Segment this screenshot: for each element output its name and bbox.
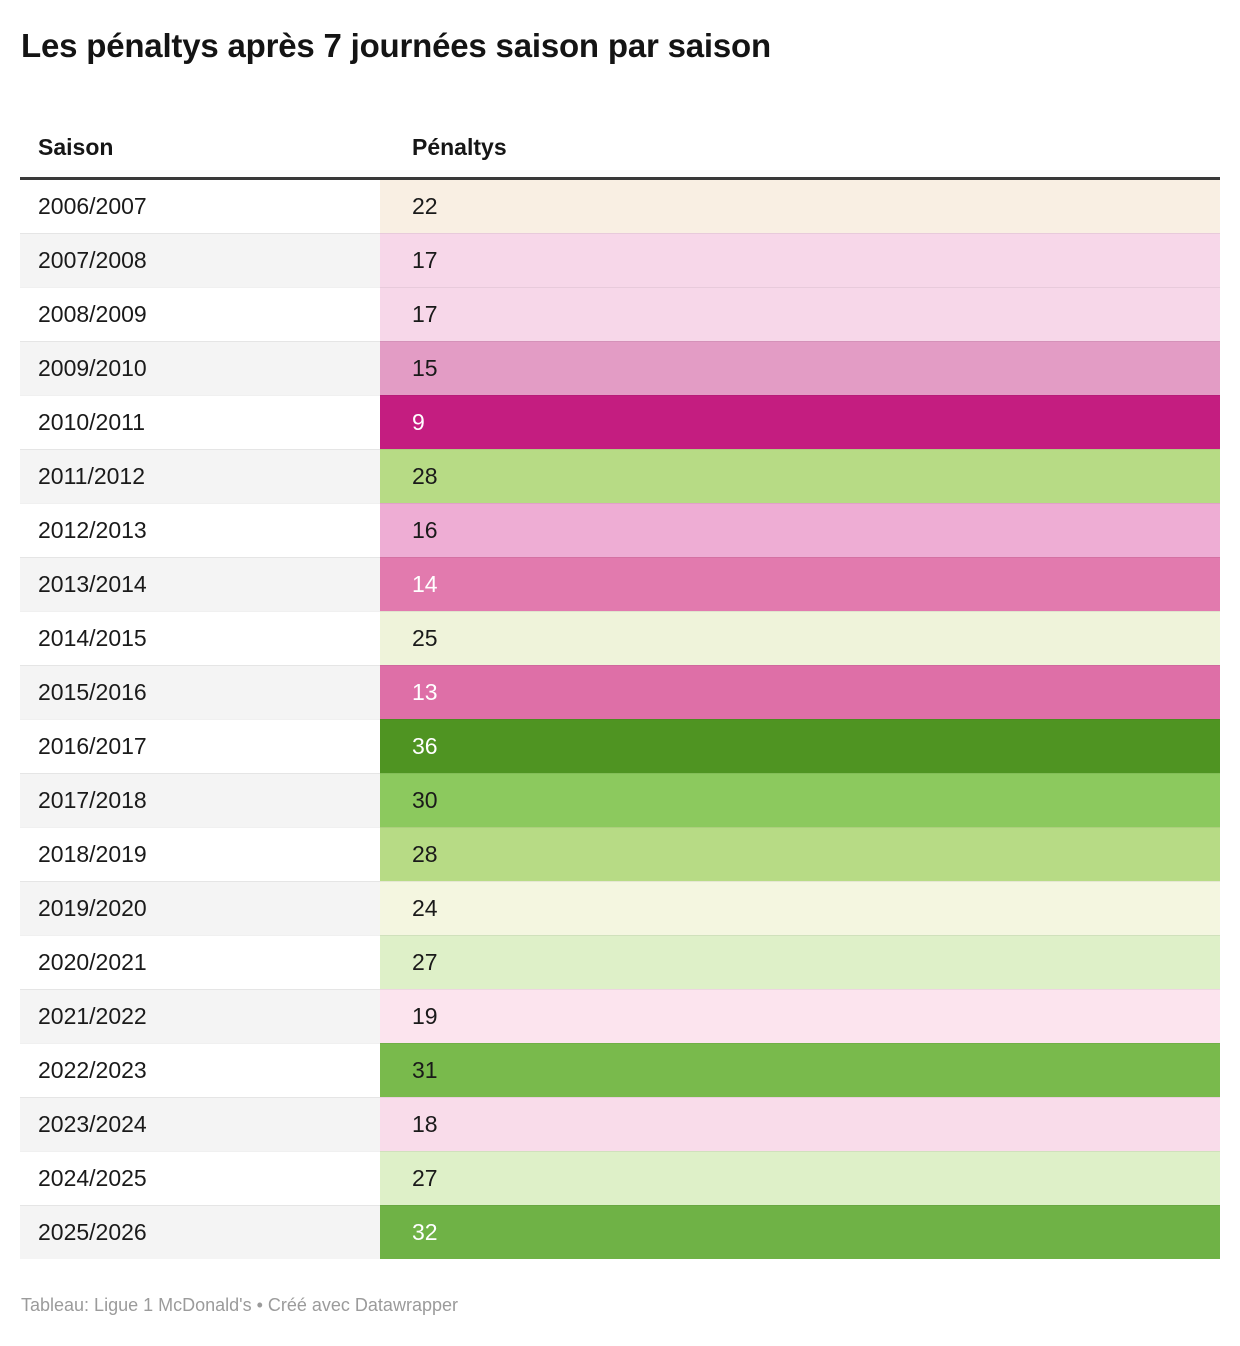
header-row: Saison Pénaltys (20, 65, 1220, 180)
season-cell: 2024/2025 (20, 1150, 380, 1206)
table-row: 2021/2022 19 (20, 988, 1220, 1044)
table-row: 2017/2018 30 (20, 772, 1220, 828)
table-row: 2020/2021 27 (20, 934, 1220, 990)
penalty-value-cell: 14 (380, 556, 1220, 612)
attribution-footer: Tableau: Ligue 1 McDonald's • Créé avec … (0, 1259, 1240, 1316)
penalty-value-cell: 27 (380, 934, 1220, 990)
table-row: 2016/2017 36 (20, 718, 1220, 774)
penalty-value-cell: 15 (380, 340, 1220, 396)
penalty-value-cell: 17 (380, 286, 1220, 342)
table-row: 2024/2025 27 (20, 1150, 1220, 1206)
table-row: 2006/2007 22 (20, 178, 1220, 234)
penalty-value-cell: 19 (380, 988, 1220, 1044)
season-cell: 2021/2022 (20, 988, 380, 1044)
season-cell: 2014/2015 (20, 610, 380, 666)
penalty-value-cell: 24 (380, 880, 1220, 936)
penalty-value-cell: 30 (380, 772, 1220, 828)
season-cell: 2015/2016 (20, 664, 380, 720)
penalty-value-cell: 18 (380, 1096, 1220, 1152)
season-cell: 2018/2019 (20, 826, 380, 882)
season-cell: 2025/2026 (20, 1204, 380, 1259)
penalty-value-cell: 31 (380, 1042, 1220, 1098)
penalty-value-cell: 13 (380, 664, 1220, 720)
penalty-value-cell: 17 (380, 232, 1220, 288)
table-row: 2008/2009 17 (20, 286, 1220, 342)
penalty-value-cell: 36 (380, 718, 1220, 774)
table-row: 2023/2024 18 (20, 1096, 1220, 1152)
season-cell: 2007/2008 (20, 232, 380, 288)
season-cell: 2006/2007 (20, 178, 380, 234)
column-header-saison: Saison (20, 65, 380, 180)
table-row: 2012/2013 16 (20, 502, 1220, 558)
penalty-value-cell: 28 (380, 448, 1220, 504)
season-cell: 2009/2010 (20, 340, 380, 396)
table-row: 2014/2015 25 (20, 610, 1220, 666)
penalty-value-cell: 27 (380, 1150, 1220, 1206)
season-cell: 2020/2021 (20, 934, 380, 990)
penalty-value-cell: 25 (380, 610, 1220, 666)
footer-text: Tableau: Ligue 1 McDonald's • Créé avec … (21, 1294, 458, 1315)
table-row: 2013/2014 14 (20, 556, 1220, 612)
table-row: 2018/2019 28 (20, 826, 1220, 882)
table-row: 2011/2012 28 (20, 448, 1220, 504)
season-cell: 2012/2013 (20, 502, 380, 558)
penalties-table: Saison Pénaltys 2006/2007 22 2007/2008 1… (20, 65, 1220, 1259)
penalty-value-cell: 16 (380, 502, 1220, 558)
season-cell: 2019/2020 (20, 880, 380, 936)
table-body: 2006/2007 22 2007/2008 17 2008/2009 17 2… (20, 178, 1220, 1259)
table-row: 2015/2016 13 (20, 664, 1220, 720)
season-cell: 2017/2018 (20, 772, 380, 828)
penalty-value-cell: 28 (380, 826, 1220, 882)
season-cell: 2023/2024 (20, 1096, 380, 1152)
table-row: 2007/2008 17 (20, 232, 1220, 288)
table-row: 2009/2010 15 (20, 340, 1220, 396)
table-row: 2022/2023 31 (20, 1042, 1220, 1098)
season-cell: 2011/2012 (20, 448, 380, 504)
column-header-penaltys: Pénaltys (380, 65, 1220, 180)
season-cell: 2008/2009 (20, 286, 380, 342)
table-row: 2025/2026 32 (20, 1204, 1220, 1259)
season-cell: 2013/2014 (20, 556, 380, 612)
penalty-value-cell: 32 (380, 1204, 1220, 1259)
table-row: 2019/2020 24 (20, 880, 1220, 936)
season-cell: 2010/2011 (20, 394, 380, 450)
season-cell: 2022/2023 (20, 1042, 380, 1098)
penalty-value-cell: 9 (380, 394, 1220, 450)
season-cell: 2016/2017 (20, 718, 380, 774)
page-title: Les pénaltys après 7 journées saison par… (21, 27, 771, 64)
table-row: 2010/2011 9 (20, 394, 1220, 450)
penalty-value-cell: 22 (380, 178, 1220, 234)
